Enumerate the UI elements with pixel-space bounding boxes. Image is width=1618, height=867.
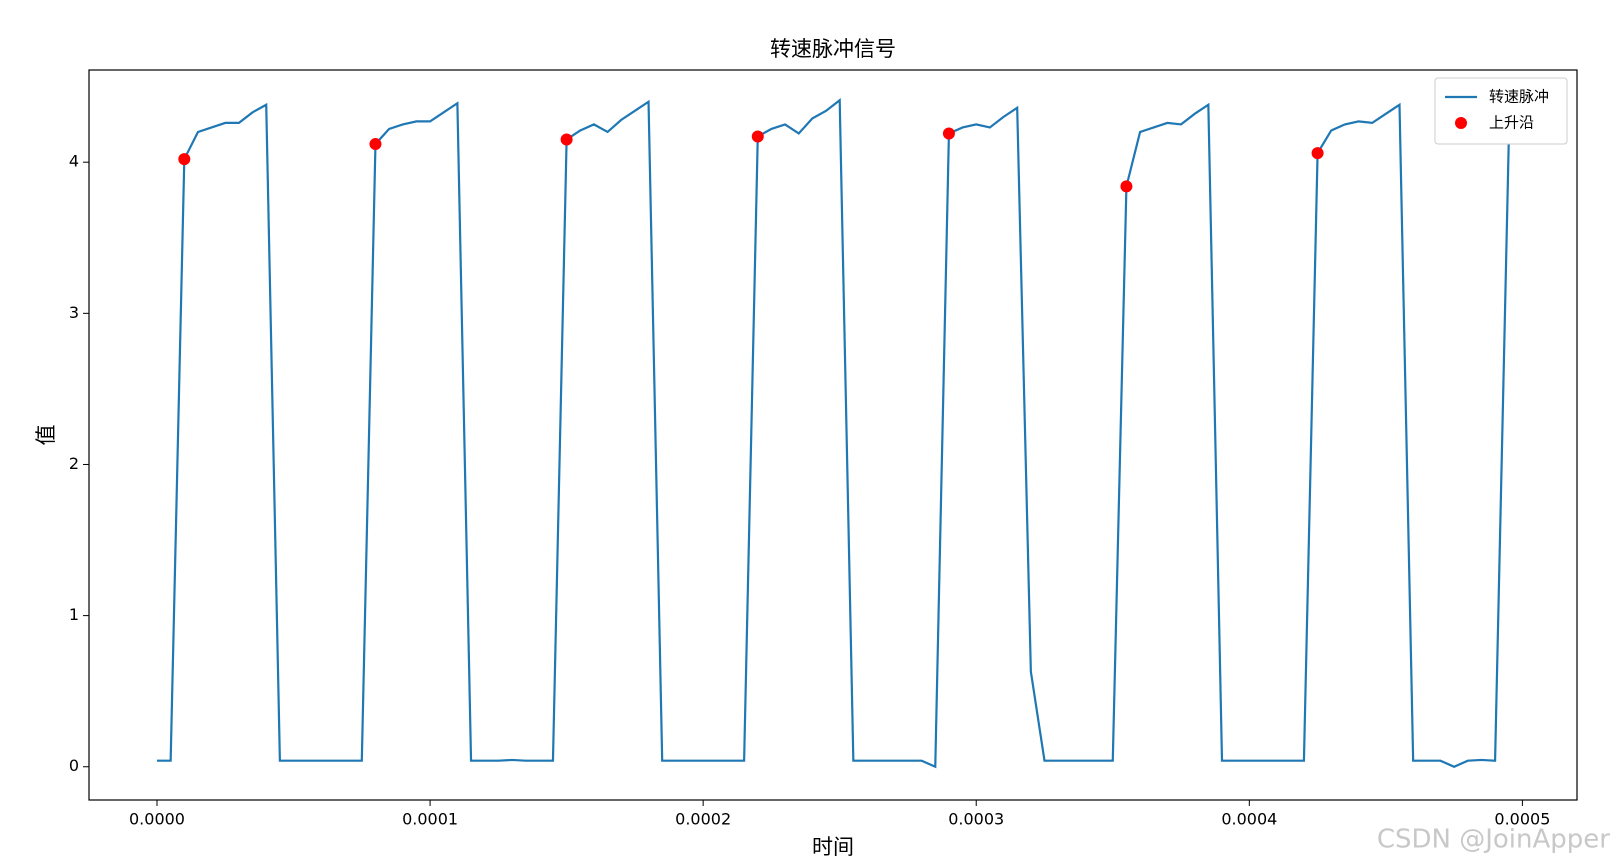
x-tick-label: 0.0004 bbox=[1221, 810, 1277, 829]
legend-box bbox=[1434, 77, 1568, 145]
x-axis-label: 时间 bbox=[812, 835, 854, 859]
y-tick-label: 0 bbox=[69, 756, 79, 775]
x-tick-label: 0.0002 bbox=[675, 810, 731, 829]
y-tick-label: 4 bbox=[69, 152, 79, 171]
scatter-point bbox=[1120, 180, 1133, 193]
scatter-point bbox=[178, 153, 191, 166]
x-tick-label: 0.0000 bbox=[129, 810, 185, 829]
legend-marker bbox=[1455, 117, 1467, 129]
y-tick-label: 3 bbox=[69, 303, 79, 322]
x-tick-label: 0.0005 bbox=[1494, 810, 1550, 829]
x-tick-label: 0.0003 bbox=[948, 810, 1004, 829]
scatter-point bbox=[942, 127, 955, 140]
watermark: CSDN @JoinApper bbox=[1377, 825, 1610, 855]
scatter-point bbox=[751, 130, 764, 143]
legend-label: 转速脉冲 bbox=[1489, 88, 1549, 106]
scatter-point bbox=[1311, 147, 1324, 160]
y-tick-label: 1 bbox=[69, 605, 79, 624]
chart-title: 转速脉冲信号 bbox=[770, 37, 896, 61]
scatter-point bbox=[560, 133, 573, 146]
y-axis-label: 值 bbox=[34, 425, 58, 446]
x-tick-label: 0.0001 bbox=[402, 810, 458, 829]
legend-label: 上升沿 bbox=[1489, 114, 1534, 132]
plot-frame bbox=[88, 69, 1578, 801]
scatter-point bbox=[369, 138, 382, 151]
y-tick-label: 2 bbox=[69, 454, 79, 473]
line-series bbox=[156, 98, 1510, 769]
